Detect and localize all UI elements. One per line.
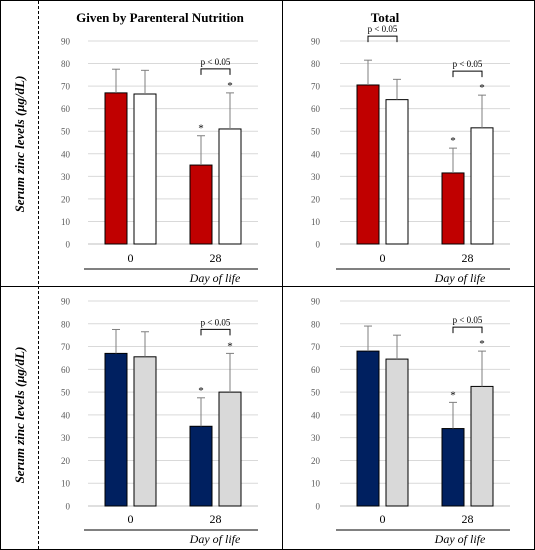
significance-bracket	[452, 70, 483, 78]
bar	[218, 128, 242, 245]
y-tick-label: 80	[311, 59, 321, 69]
chart-title: Total	[371, 10, 400, 25]
bar	[441, 428, 465, 507]
bar	[189, 425, 213, 507]
y-tick-label: 50	[311, 388, 321, 398]
y-tick-label: 70	[311, 82, 321, 92]
bar	[104, 352, 128, 507]
x-tick-label: 28	[210, 512, 222, 526]
y-tick-label: 60	[61, 365, 71, 375]
y-tick-label: 10	[61, 217, 71, 227]
x-tick-label: 28	[462, 512, 474, 526]
y-tick-label: 20	[61, 456, 71, 466]
y-tick-label: 40	[311, 149, 321, 159]
y-tick-label: 30	[311, 172, 321, 182]
y-tick-label: 20	[311, 194, 321, 204]
significance-star: *	[479, 82, 485, 94]
chart-panel-bottom-left: 0 10 20 30 40 50 60 70 80 90 * * 0 28 Day of life p < 0…	[61, 297, 258, 546]
y-tick-label: 70	[61, 342, 71, 352]
ylabel-top: Serum zinc levels (μg/dL)	[12, 76, 27, 213]
bar	[385, 99, 409, 245]
x-axis-label: Day of life	[189, 271, 241, 285]
x-axis-label: Day of life	[434, 271, 486, 285]
y-tick-label: 80	[61, 59, 71, 69]
x-tick-label: 28	[210, 251, 222, 265]
y-tick-label: 70	[61, 82, 71, 92]
significance-star: *	[450, 389, 456, 401]
y-tick-label: 20	[61, 194, 71, 204]
y-tick-label: 60	[311, 104, 321, 114]
significance-bracket	[200, 68, 231, 75]
y-tick-label: 0	[66, 240, 71, 250]
y-tick-label: 40	[311, 410, 321, 420]
significance-star: *	[198, 123, 204, 135]
y-tick-label: 0	[66, 502, 71, 512]
y-tick-label: 90	[311, 297, 321, 307]
bar	[356, 350, 380, 507]
p-value-label: p < 0.05	[201, 57, 231, 67]
significance-star: *	[227, 340, 233, 352]
x-tick-label: 0	[128, 512, 134, 526]
significance-star: *	[479, 338, 485, 350]
y-tick-label: 30	[61, 172, 71, 182]
x-tick-label: 0	[128, 251, 134, 265]
bar	[189, 164, 213, 245]
bar	[470, 385, 494, 507]
y-tick-label: 10	[61, 479, 71, 489]
bar	[218, 391, 242, 507]
y-tick-label: 90	[61, 297, 71, 307]
p-value-label: p < 0.05	[453, 59, 483, 69]
y-tick-label: 10	[311, 479, 321, 489]
bar	[104, 92, 128, 245]
y-tick-label: 50	[61, 388, 71, 398]
y-tick-label: 20	[311, 456, 321, 466]
significance-bracket	[367, 35, 398, 43]
y-tick-label: 30	[311, 433, 321, 443]
x-tick-label: 0	[380, 512, 386, 526]
bar	[470, 127, 494, 245]
bar	[385, 358, 409, 507]
significance-bracket	[200, 328, 231, 336]
chart-panel-top-left: Given by Parenteral Nutrition 0 10 20 30 40 50…	[61, 10, 258, 285]
y-tick-label: 70	[311, 342, 321, 352]
y-tick-label: 90	[61, 37, 71, 47]
chart-title: Given by Parenteral Nutrition	[76, 10, 244, 25]
y-tick-label: 40	[61, 149, 71, 159]
y-tick-label: 10	[311, 217, 321, 227]
x-axis-label: Day of life	[434, 532, 486, 546]
x-axis-label: Day of life	[189, 532, 241, 546]
p-value-label: p < 0.05	[201, 317, 231, 327]
x-tick-label: 28	[462, 251, 474, 265]
y-tick-label: 40	[61, 410, 71, 420]
y-tick-label: 0	[316, 240, 321, 250]
x-tick-label: 0	[380, 251, 386, 265]
chart-panel-bottom-right: 0 10 20 30 40 50 60 70 80 90 * * 0 28 Day of life p < 0…	[311, 297, 510, 546]
p-value-label: p < 0.05	[368, 24, 398, 34]
y-tick-label: 50	[61, 127, 71, 137]
significance-star: *	[450, 135, 456, 147]
y-tick-label: 60	[61, 104, 71, 114]
chart-panel-top-right: Total 0 10 20 30 40 50 60 70 80 90 * * 0 28 Day of life…	[311, 10, 510, 285]
y-tick-label: 60	[311, 365, 321, 375]
y-tick-label: 0	[316, 502, 321, 512]
y-tick-label: 30	[61, 433, 71, 443]
y-tick-label: 80	[311, 319, 321, 329]
ylabel-bottom: Serum zinc levels (μg/dL)	[12, 347, 27, 484]
bar	[441, 172, 465, 245]
y-tick-label: 90	[311, 37, 321, 47]
bar	[356, 84, 380, 245]
y-tick-label: 50	[311, 127, 321, 137]
significance-bracket	[452, 326, 483, 334]
significance-star: *	[227, 80, 233, 92]
bar	[133, 356, 157, 507]
p-value-label: p < 0.05	[453, 315, 483, 325]
bar	[133, 93, 157, 245]
significance-star: *	[198, 385, 204, 397]
y-tick-label: 80	[61, 319, 71, 329]
